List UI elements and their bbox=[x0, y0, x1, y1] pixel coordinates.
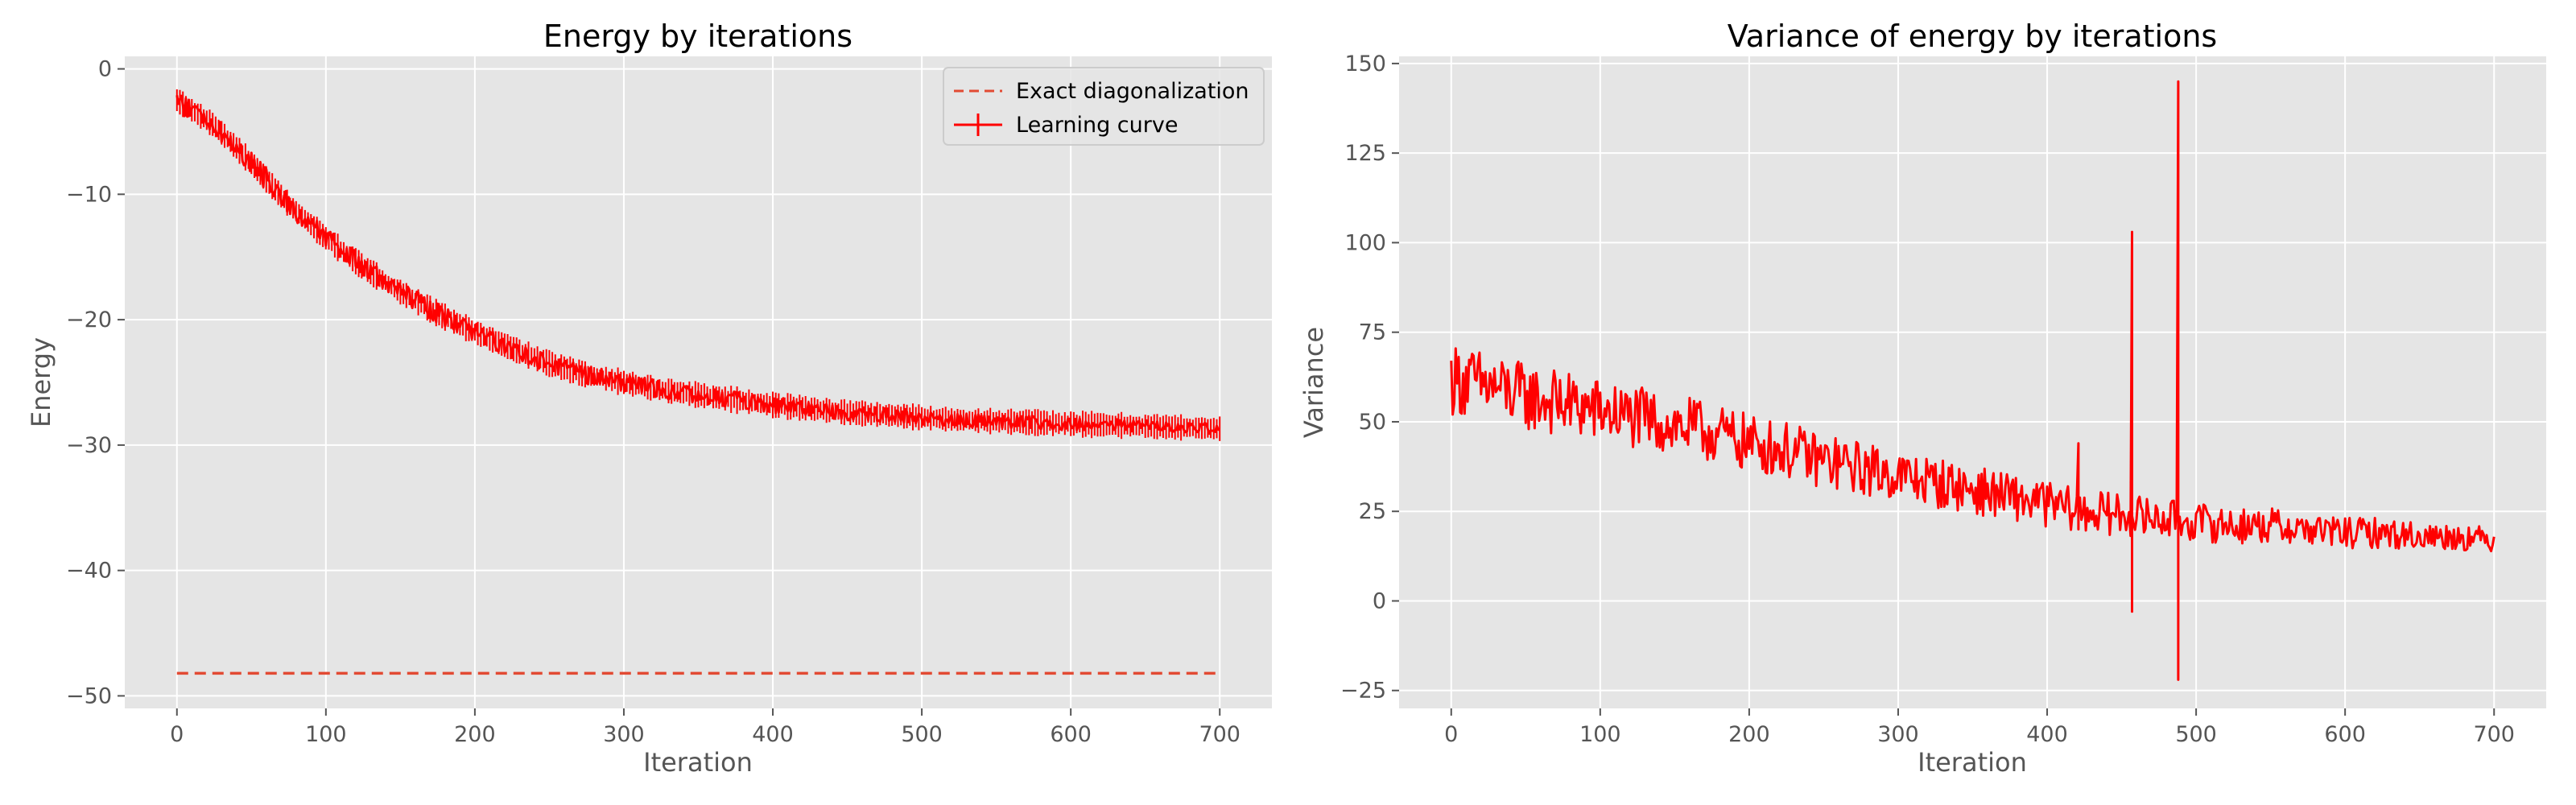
legend: Exact diagonalization Learning curve bbox=[943, 67, 1265, 146]
x-tick-label: 300 bbox=[603, 722, 645, 747]
grid-lines bbox=[125, 56, 1272, 708]
chart-title: Variance of energy by iterations bbox=[1728, 19, 2217, 54]
y-tick-label: 75 bbox=[1359, 320, 1386, 345]
y-tick-label: −40 bbox=[66, 559, 112, 584]
learning-curve-line bbox=[175, 94, 1220, 436]
x-tick-label: 100 bbox=[1579, 722, 1621, 747]
x-tick-label: 400 bbox=[752, 722, 794, 747]
y-tick-label: 100 bbox=[1344, 230, 1386, 255]
x-tick-label: 700 bbox=[2473, 722, 2515, 747]
x-tick-label: 500 bbox=[2175, 722, 2217, 747]
y-tick-label: −20 bbox=[66, 308, 112, 332]
y-axis-label: Energy bbox=[26, 337, 56, 427]
x-tick-label: 0 bbox=[170, 722, 184, 747]
legend-label-learning: Learning curve bbox=[1016, 113, 1178, 138]
y-axis-label: Variance bbox=[1298, 327, 1329, 438]
y-tick-label: 125 bbox=[1344, 141, 1386, 166]
chart-title: Energy by iterations bbox=[543, 19, 852, 54]
grid-lines bbox=[1399, 56, 2546, 708]
x-tick-label: 400 bbox=[2026, 722, 2068, 747]
x-tick-label: 200 bbox=[1728, 722, 1770, 747]
series-layer bbox=[1450, 80, 2496, 681]
y-tick-label: −30 bbox=[66, 433, 112, 458]
x-axis-label: Iteration bbox=[643, 747, 753, 778]
y-tick-label: 0 bbox=[98, 57, 112, 82]
series-layer bbox=[175, 89, 1221, 675]
plot-area-background bbox=[125, 56, 1272, 708]
x-axis-label: Iteration bbox=[1918, 747, 2027, 778]
y-tick-labels: 150 125 100 75 50 25 0 −25 bbox=[1340, 52, 1399, 704]
y-tick-labels: 0 −10 −20 −30 −40 −50 bbox=[66, 57, 125, 708]
x-tick-labels: 0 100 200 300 400 500 600 700 bbox=[1444, 708, 2515, 747]
y-tick-label: −50 bbox=[66, 683, 112, 708]
x-tick-label: 500 bbox=[901, 722, 943, 747]
y-tick-label: 25 bbox=[1359, 499, 1386, 524]
legend-box bbox=[943, 67, 1265, 146]
variance-chart: 150 125 100 75 50 25 0 −25 0 100 200 300 400 500 600 7… bbox=[1298, 19, 2546, 778]
y-tick-label: 0 bbox=[1373, 588, 1386, 613]
variance-line bbox=[1450, 80, 2496, 681]
y-tick-label: 50 bbox=[1359, 410, 1386, 435]
legend-label-exact: Exact diagonalization bbox=[1016, 79, 1249, 104]
x-tick-label: 100 bbox=[305, 722, 347, 747]
x-tick-label: 200 bbox=[454, 722, 496, 747]
y-tick-label: 150 bbox=[1344, 52, 1386, 76]
x-tick-label: 700 bbox=[1199, 722, 1241, 747]
y-tick-label: −10 bbox=[66, 182, 112, 207]
x-tick-label: 600 bbox=[2324, 722, 2366, 747]
x-tick-label: 300 bbox=[1877, 722, 1919, 747]
x-tick-label: 0 bbox=[1444, 722, 1458, 747]
plot-area-background bbox=[1399, 56, 2546, 708]
x-tick-labels: 0 100 200 300 400 500 600 700 bbox=[170, 708, 1241, 747]
energy-chart: 0−10−20−30−40−50 0 100 200 300 400 500 600 700 … bbox=[26, 19, 1272, 778]
x-tick-label: 600 bbox=[1050, 722, 1092, 747]
y-tick-label: −25 bbox=[1340, 679, 1386, 704]
